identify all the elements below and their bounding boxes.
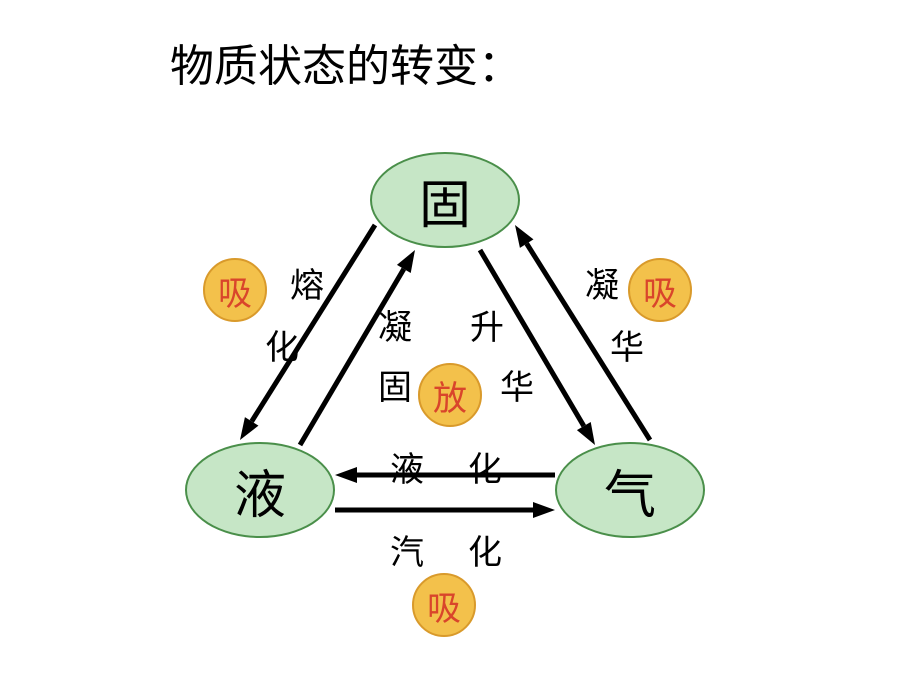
node-liquid: 液 [185,442,335,538]
label-gu: 固 [378,360,412,409]
badge-deposition-label: 吸 [643,266,677,315]
node-solid-label: 固 [419,163,471,238]
label-ye: 液 [390,442,424,491]
label-sheng: 升 [470,300,504,349]
badge-vapor-label: 吸 [427,581,461,630]
arrowhead-solidify [397,250,415,273]
badge-deposition: 吸 [628,258,692,322]
label-rong: 熔 [290,258,324,307]
diagram-title: 物质状态的转变： [170,30,522,94]
badge-vapor: 吸 [412,573,476,637]
node-liquid-label: 液 [234,453,286,528]
badge-mid: 放 [418,363,482,427]
arrowhead-sublimation [577,422,595,445]
label-hua1: 化 [265,320,299,369]
node-gas-label: 气 [604,453,656,528]
label-hua4: 化 [468,442,502,491]
label-qi: 汽 [390,525,424,574]
label-hua3: 华 [610,320,644,369]
arrowhead-condensation [335,467,357,483]
arrowhead-deposition [515,225,533,248]
badge-melt: 吸 [203,258,267,322]
arrowhead-vaporization [533,502,555,518]
node-gas: 气 [555,442,705,538]
badge-mid-label: 放 [433,371,467,420]
arrowhead-melting [240,417,258,440]
node-solid: 固 [370,152,520,248]
diagram-canvas: 物质状态的转变： 固 液 气 吸 吸 放 吸 熔 化 凝 固 升 华 凝 华 液… [0,0,920,690]
label-ning1: 凝 [378,300,412,349]
label-ning2: 凝 [585,258,619,307]
label-hua5: 化 [468,525,502,574]
badge-melt-label: 吸 [218,266,252,315]
label-hua2: 华 [500,360,534,409]
